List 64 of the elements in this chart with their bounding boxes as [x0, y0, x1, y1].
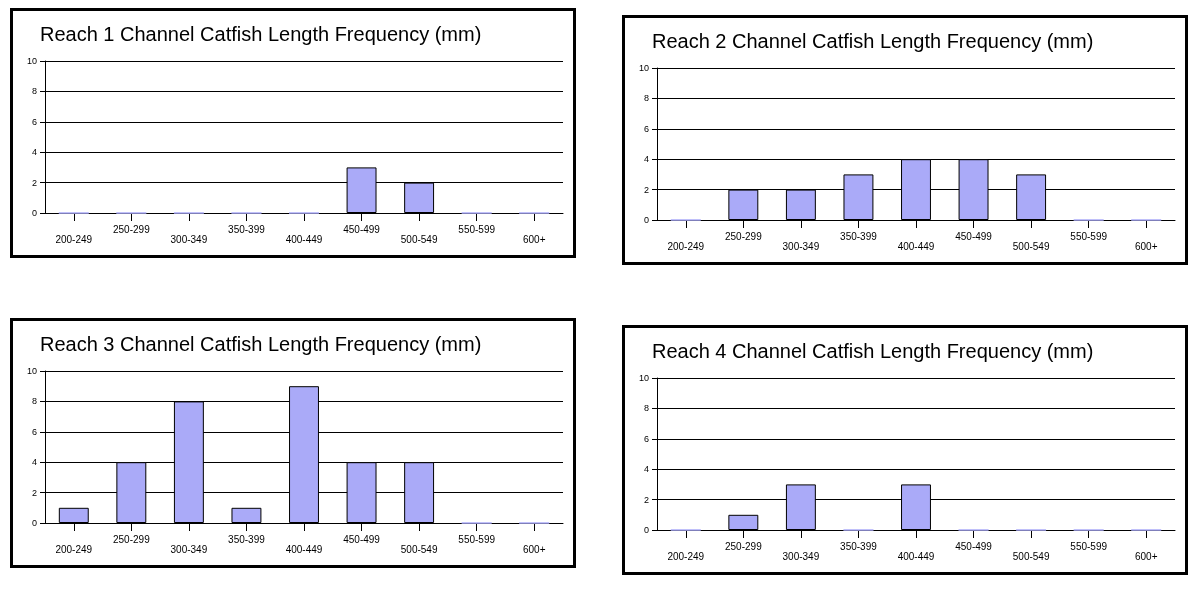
x-tick-label: 350-399 — [840, 540, 878, 552]
x-tick-label: 450-499 — [955, 540, 993, 552]
x-tick-label: 300-349 — [170, 233, 208, 245]
x-tick-label: 250-299 — [112, 533, 151, 545]
y-tick-label: 6 — [31, 426, 37, 437]
x-tick-label: 500-549 — [400, 233, 438, 245]
x-tick-label: 400-449 — [897, 240, 935, 252]
x-tick-label: 200-249 — [667, 240, 705, 252]
y-tick-label: 0 — [31, 208, 37, 218]
x-tick-label: 250-299 — [724, 230, 763, 242]
y-tick-label: 0 — [643, 525, 649, 535]
x-tick-label: 300-349 — [782, 240, 820, 252]
y-tick-label: 8 — [643, 403, 649, 414]
x-tick-label: 450-499 — [343, 223, 381, 235]
x-tick-label: 350-399 — [228, 533, 266, 545]
x-tick-label: 550-599 — [1070, 540, 1108, 552]
chart-title: Reach 2 Channel Catfish Length Frequency (mm) — [652, 30, 1094, 52]
y-tick-label: 10 — [638, 373, 649, 383]
y-tick-label: 2 — [643, 494, 649, 505]
x-tick-label: 300-349 — [782, 550, 820, 562]
x-tick-label: 550-599 — [458, 223, 496, 235]
x-tick-label: 350-399 — [228, 223, 266, 235]
x-tick-label: 500-549 — [1012, 240, 1050, 252]
y-tick-label: 2 — [31, 487, 37, 498]
y-tick-label: 2 — [31, 177, 37, 188]
y-tick-label: 10 — [638, 63, 649, 73]
x-tick-label: 500-549 — [400, 543, 438, 555]
x-tick-label: 300-349 — [170, 543, 208, 555]
x-tick-label: 200-249 — [55, 233, 93, 245]
chart-title: Reach 1 Channel Catfish Length Frequency (mm) — [40, 23, 482, 45]
y-tick-label: 8 — [643, 93, 649, 104]
y-tick-label: 4 — [31, 147, 37, 158]
x-tick-label: 600+ — [522, 543, 546, 555]
x-tick-label: 450-499 — [343, 533, 381, 545]
x-tick-label: 200-249 — [667, 550, 705, 562]
x-tick-label: 250-299 — [112, 223, 151, 235]
x-tick-label: 350-399 — [840, 230, 878, 242]
x-tick-label: 400-449 — [285, 233, 323, 245]
y-tick-label: 2 — [643, 184, 649, 195]
chart-title: Reach 4 Channel Catfish Length Frequency (mm) — [652, 340, 1094, 362]
x-tick-label: 400-449 — [897, 550, 935, 562]
y-tick-label: 6 — [31, 116, 37, 127]
y-tick-label: 6 — [643, 123, 649, 134]
x-tick-label: 500-549 — [1012, 550, 1050, 562]
y-tick-label: 8 — [31, 396, 37, 407]
x-tick-label: 550-599 — [1070, 230, 1108, 242]
x-tick-label: 450-499 — [955, 230, 993, 242]
x-tick-label: 600+ — [522, 233, 546, 245]
y-tick-label: 0 — [643, 215, 649, 225]
x-tick-label: 200-249 — [55, 543, 93, 555]
x-tick-label: 600+ — [1134, 240, 1158, 252]
y-tick-label: 10 — [26, 56, 37, 66]
y-tick-label: 10 — [26, 366, 37, 376]
y-tick-label: 4 — [643, 464, 649, 475]
y-tick-label: 6 — [643, 433, 649, 444]
y-tick-label: 4 — [643, 154, 649, 165]
x-tick-label: 600+ — [1134, 550, 1158, 562]
y-tick-label: 8 — [31, 86, 37, 97]
x-tick-label: 550-599 — [458, 533, 496, 545]
y-tick-label: 4 — [31, 457, 37, 468]
chart-title: Reach 3 Channel Catfish Length Frequency (mm) — [40, 333, 482, 355]
y-tick-label: 0 — [31, 518, 37, 528]
x-tick-label: 250-299 — [724, 540, 763, 552]
x-tick-label: 400-449 — [285, 543, 323, 555]
